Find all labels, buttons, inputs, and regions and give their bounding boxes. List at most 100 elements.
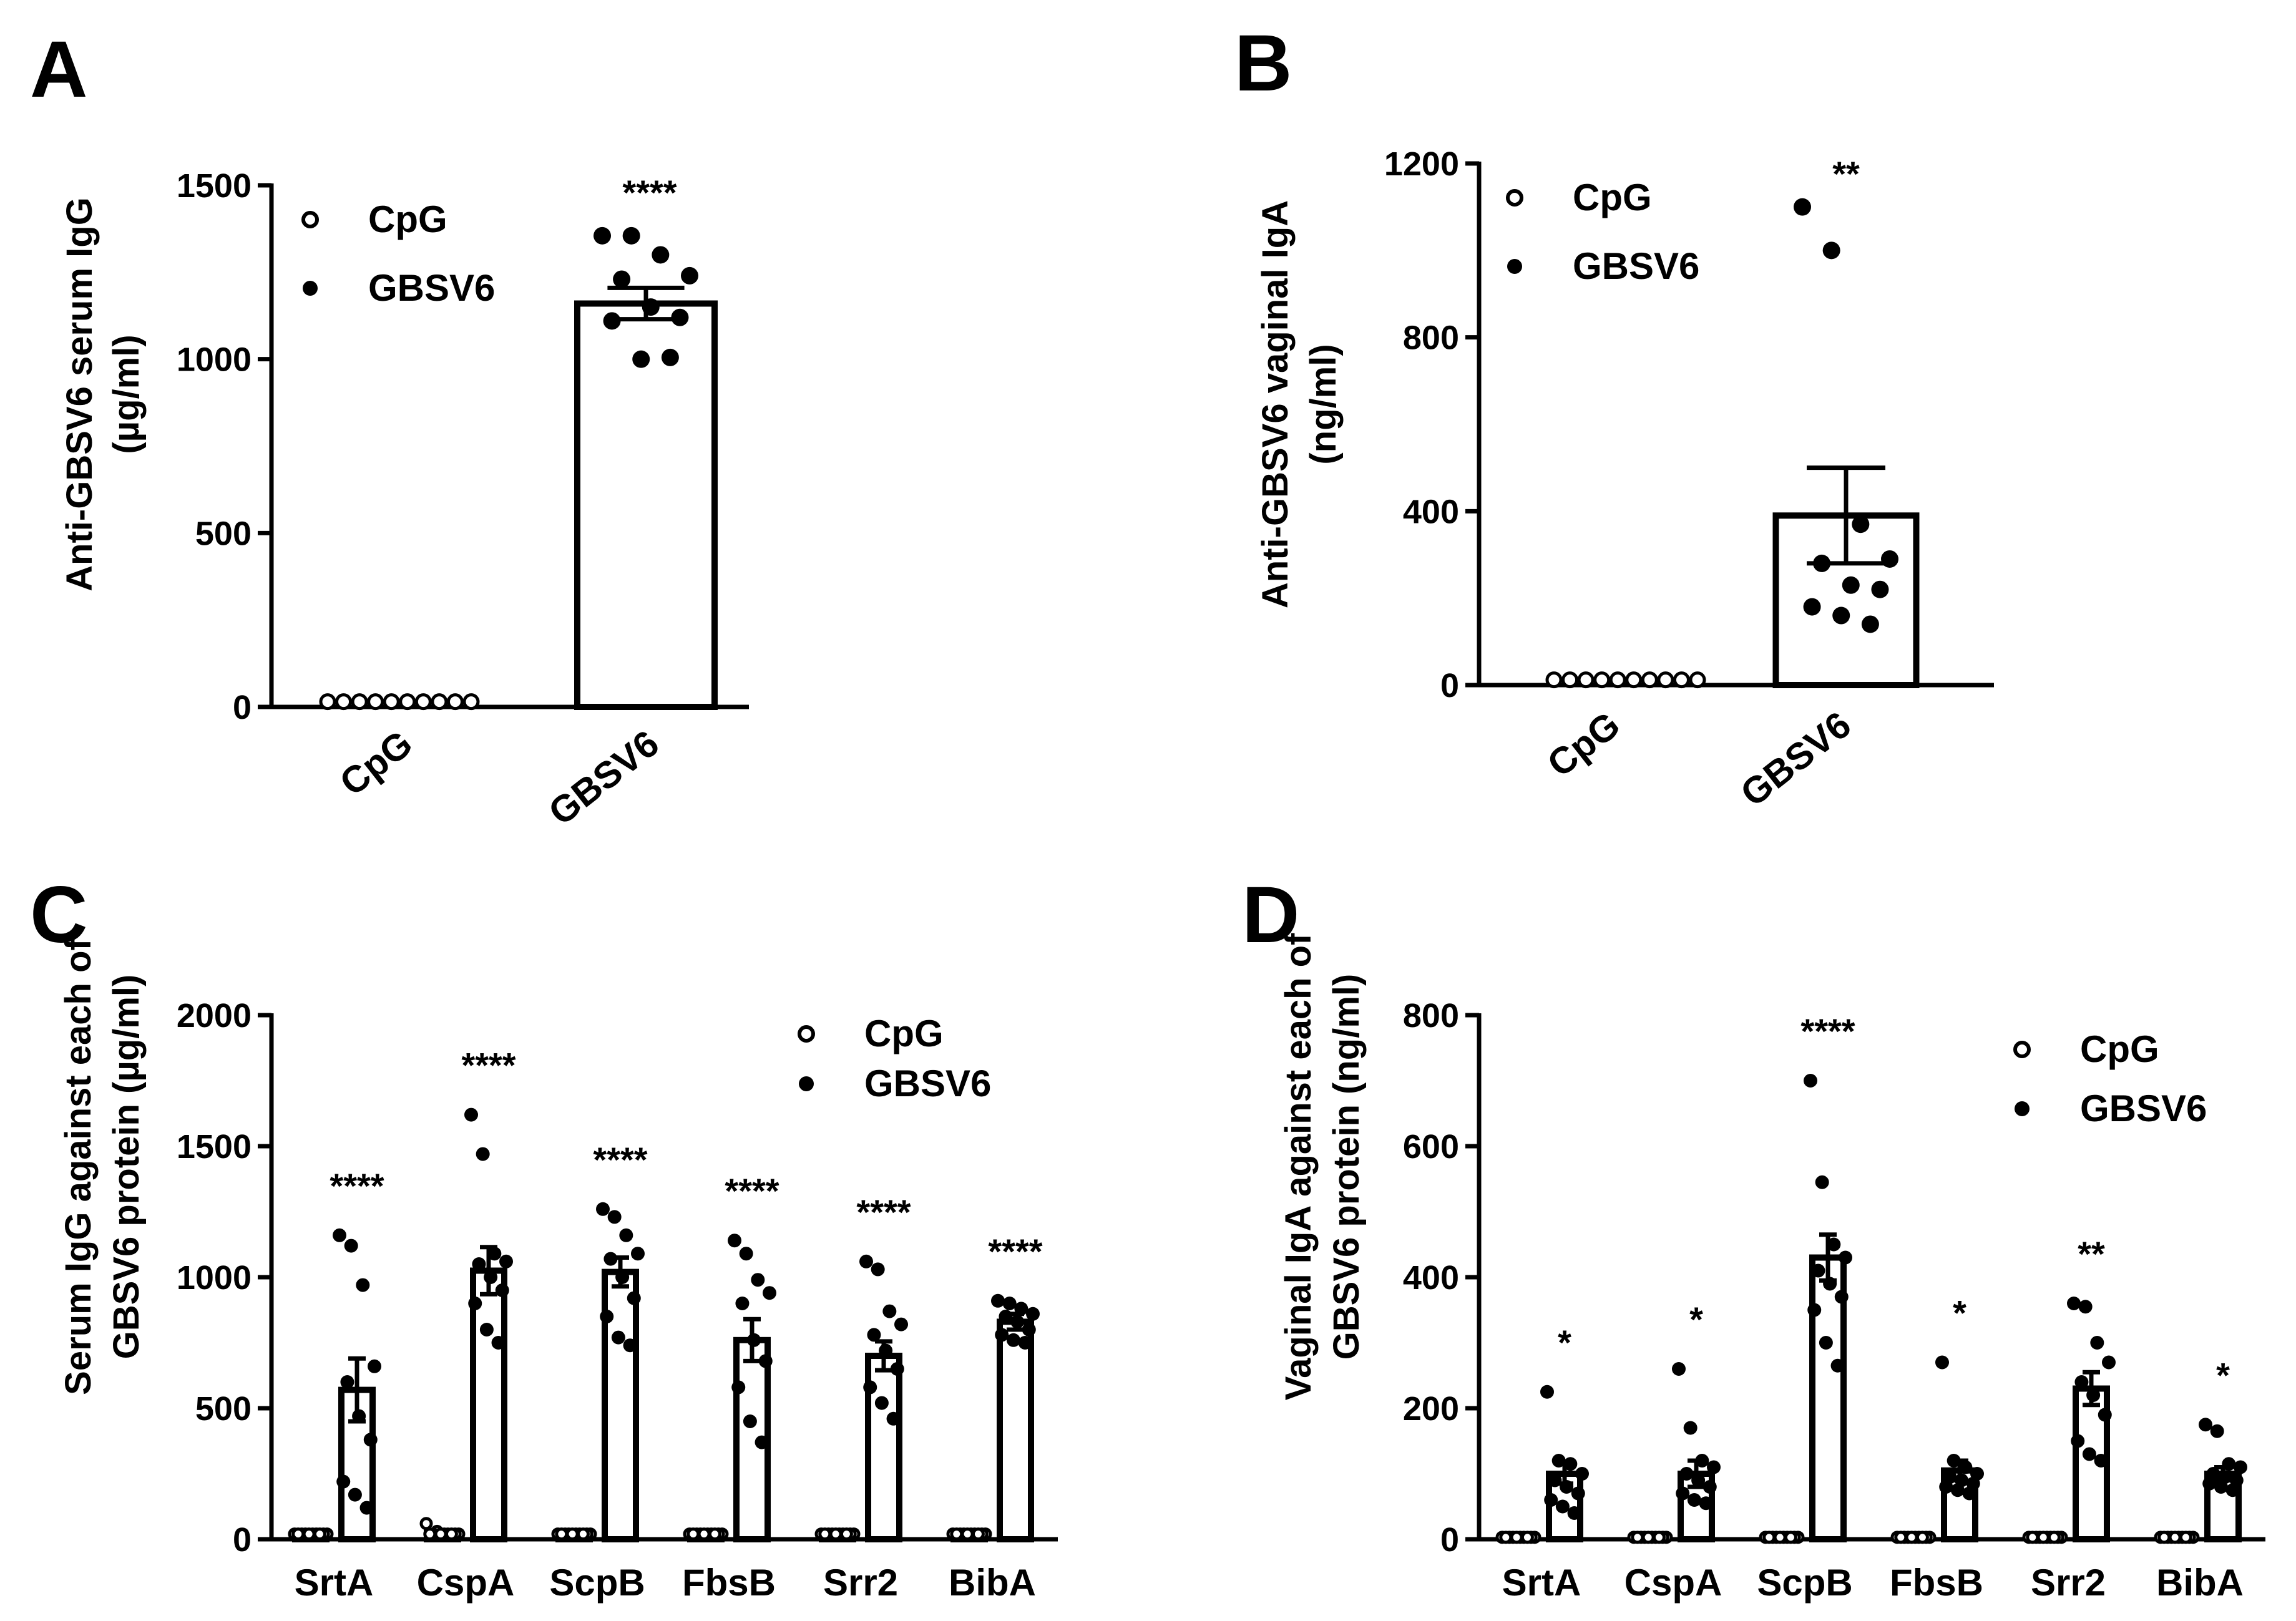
gbsv6-srr2-point xyxy=(874,1396,889,1410)
gbsv6-srr2-point xyxy=(863,1380,877,1395)
cpg-point xyxy=(414,693,432,711)
category-label-scpb: ScpB xyxy=(549,1562,645,1604)
gbsv6-srta-point xyxy=(1560,1480,1574,1494)
gbsv6-cspa-point xyxy=(1672,1362,1686,1376)
gbsv6-point xyxy=(1842,576,1860,594)
gbsv6-cspa-point xyxy=(1683,1421,1698,1435)
cpg-point xyxy=(319,693,336,711)
cpg-point xyxy=(367,693,384,711)
category-label-srr2: Srr2 xyxy=(823,1562,898,1604)
gbsv6-scpb-point xyxy=(611,1330,625,1345)
legend-cpg-label: CpG xyxy=(368,198,447,240)
gbsv6-srr2-point xyxy=(2078,1300,2093,1314)
gbsv6-point xyxy=(681,266,698,285)
cpg-fbsb-point xyxy=(1894,1531,1908,1544)
gbsv6-fbsb-point xyxy=(743,1414,757,1428)
gbsv6-scpb-point xyxy=(1804,1074,1817,1088)
cpg-fbsb-point xyxy=(1905,1531,1918,1544)
legend-gbsv6-label: GBSV6 xyxy=(1573,245,1699,287)
gbsv6-srta-point xyxy=(1548,1473,1562,1487)
cpg-srr2-point xyxy=(2047,1531,2061,1544)
cpg-cspa-point xyxy=(1652,1531,1666,1544)
gbsv6-biba-point xyxy=(2234,1460,2247,1474)
cpg-srta-point xyxy=(313,1527,326,1541)
cpg-point xyxy=(1561,671,1579,689)
gbsv6-fbsb-point xyxy=(735,1297,750,1310)
gbsv6-srta-point xyxy=(352,1409,366,1423)
gbsv6-scpb-point xyxy=(607,1210,622,1224)
gbsv6-scpb-point xyxy=(1815,1175,1829,1189)
gbsv6-fbsb-point xyxy=(763,1286,776,1300)
y-tick-label: 600 xyxy=(1403,1128,1459,1166)
legend-gbsv6-marker xyxy=(2015,1101,2030,1116)
cpg-srta-point xyxy=(302,1527,316,1541)
panel-a-ylabel-line2: (µg/ml) xyxy=(106,334,147,454)
panel-a-ylabel-line1: Anti-GBSV6 serum IgG xyxy=(59,197,100,591)
legend-gbsv6-marker xyxy=(303,281,318,296)
gbsv6-cspa-point xyxy=(472,1257,486,1271)
y-tick-label: 2000 xyxy=(177,997,252,1034)
panel-c-axes: 0 500 1000 1500 2000 **** **** **** **** **** **** xyxy=(177,997,1058,1559)
gbsv6-fbsb-point xyxy=(728,1234,741,1248)
cpg-point xyxy=(1545,671,1563,689)
gbsv6-point xyxy=(1813,554,1831,572)
gbsv6-scpb-point xyxy=(1811,1263,1825,1278)
gbsv6-srr2-point xyxy=(859,1254,873,1268)
gbsv6-fbsb-point xyxy=(747,1333,761,1347)
gbsv6-point xyxy=(594,226,611,245)
panel-d-ylabel-line1: Vaginal IgA against each of xyxy=(1278,933,1319,1401)
y-tick-label: 1000 xyxy=(177,341,252,379)
gbsv6-fbsb-point xyxy=(751,1273,765,1287)
cpg-cspa-point xyxy=(1631,1531,1644,1544)
gbsv6-point xyxy=(1832,606,1850,625)
panel-c-ylabel-line2: GBSV6 protein (µg/ml) xyxy=(106,975,147,1360)
gbsv6-cspa-point xyxy=(468,1297,482,1310)
gbsv6-scpb-point xyxy=(1834,1290,1849,1304)
gbsv6-srr2-point xyxy=(879,1343,893,1358)
gbsv6-biba-point xyxy=(2225,1483,2240,1497)
category-label-srta: SrtA xyxy=(295,1562,374,1604)
significance-srr2: ** xyxy=(2078,1234,2105,1273)
gbsv6-point xyxy=(1794,198,1811,216)
gbsv6-srr2-point xyxy=(2086,1388,2101,1402)
gbsv6-biba-point xyxy=(2222,1457,2236,1471)
cpg-point xyxy=(462,693,480,711)
gbsv6-fbsb-point xyxy=(758,1354,773,1368)
gbsv6-point xyxy=(1881,550,1898,568)
cpg-point xyxy=(1577,671,1595,689)
gbsv6-biba-point xyxy=(1010,1315,1025,1329)
significance-srta: **** xyxy=(330,1166,384,1205)
gbsv6-biba-point xyxy=(991,1293,1005,1308)
cpg-cspa-point xyxy=(419,1517,433,1531)
gbsv6-point xyxy=(642,298,660,316)
gbsv6-biba-point xyxy=(2199,1418,2212,1432)
panel-d-ylabel-line2: GBSV6 protein (ng/ml) xyxy=(1326,974,1367,1360)
legend-cpg-marker xyxy=(1506,189,1523,207)
significance-cspa: **** xyxy=(461,1046,515,1085)
legend-gbsv6-marker xyxy=(1507,259,1522,274)
gbsv6-srta-point xyxy=(348,1487,362,1502)
panel-b-significance: ** xyxy=(1832,154,1860,193)
gbsv6-fbsb-point xyxy=(731,1380,746,1395)
gbsv6-srta-point xyxy=(336,1474,351,1489)
panel-c: C 0 500 1000 1500 2000 **** **** **** **** **** **… xyxy=(30,870,1058,1604)
significance-fbsb: **** xyxy=(725,1171,779,1210)
gbsv6-srr2-point xyxy=(894,1317,908,1331)
gbsv6-cspa-point xyxy=(1676,1486,1690,1501)
significance-biba: * xyxy=(2216,1355,2230,1395)
gbsv6-srta-point xyxy=(368,1359,381,1373)
gbsv6-biba-point xyxy=(995,1328,1009,1342)
gbsv6-biba-point xyxy=(1014,1302,1028,1316)
gbsv6-srta-point xyxy=(1575,1467,1589,1481)
cpg-srta-point xyxy=(1499,1531,1513,1544)
category-label-cspa: CspA xyxy=(417,1562,515,1604)
legend-cpg-label: CpG xyxy=(2080,1028,2159,1070)
y-tick-label: 1200 xyxy=(1384,145,1459,183)
cpg-point xyxy=(1625,671,1643,689)
category-label-scpb: ScpB xyxy=(1757,1562,1852,1604)
gbsv6-scpb-point xyxy=(615,1270,630,1284)
gbsv6-srta-point xyxy=(1563,1457,1578,1471)
gbsv6-scpb-point xyxy=(603,1252,618,1266)
gbsv6-srta-point xyxy=(1551,1454,1566,1468)
